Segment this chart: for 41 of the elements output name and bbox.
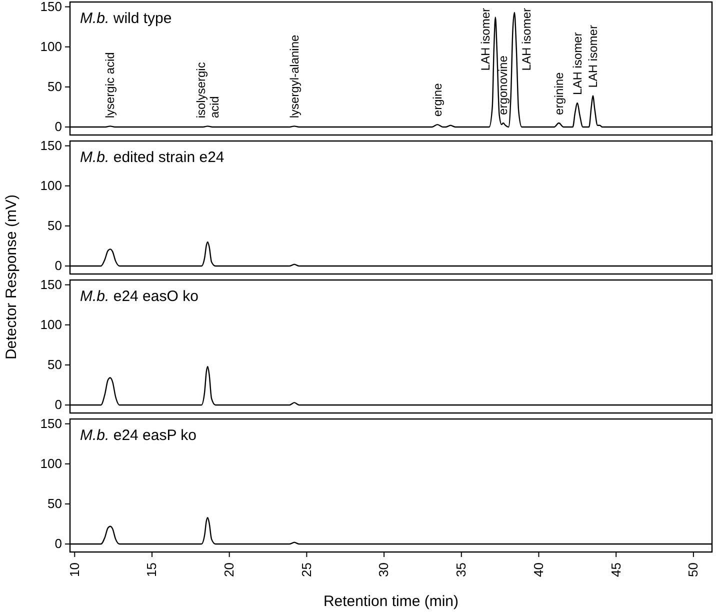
x-tick-label: 35 <box>454 562 469 577</box>
annotation: ergine <box>430 82 444 117</box>
annotation: lysergic acid <box>103 52 118 118</box>
y-tick-label: 150 <box>40 416 62 431</box>
y-tick-label: 0 <box>54 536 62 552</box>
annotation: LAH isomer <box>586 25 600 88</box>
x-tick-label: 50 <box>686 562 701 577</box>
annotation: erginine <box>552 72 566 115</box>
x-tick-label: 30 <box>376 562 392 577</box>
y-tick-label: 100 <box>40 39 62 54</box>
y-tick-label: 150 <box>40 276 62 292</box>
annotation: LAH isomer <box>519 8 534 71</box>
x-tick-label: 20 <box>222 562 236 577</box>
x-tick-label: 40 <box>530 562 546 577</box>
y-tick-label: 50 <box>48 496 62 512</box>
y-tick-label: 0 <box>54 119 62 134</box>
y-tick-label: 150 <box>40 0 62 14</box>
y-axis-title: Detector Response (mV) <box>3 194 20 360</box>
annotation: LAH isomer <box>570 32 584 95</box>
y-tick-label: 50 <box>48 357 62 372</box>
x-axis-title: Retention time (min) <box>323 593 459 610</box>
text: M.b. wild type <box>80 10 172 27</box>
x-tick-label: 10 <box>66 562 82 577</box>
text: M.b. e24 easP ko <box>80 427 196 444</box>
annotation: LAH isomer <box>478 8 492 71</box>
x-tick-label: 15 <box>144 562 160 577</box>
text: M.b. edited strain e24 <box>80 149 224 166</box>
y-tick-label: 50 <box>48 218 62 234</box>
y-tick-label: 100 <box>40 317 62 332</box>
y-tick-label: 100 <box>40 456 62 472</box>
x-tick-label: 45 <box>608 562 624 577</box>
text: M.b. e24 easO ko <box>80 288 198 305</box>
x-tick-label: 25 <box>298 562 314 577</box>
y-tick-label: 50 <box>48 79 62 94</box>
y-tick-label: 0 <box>54 258 62 274</box>
y-tick-label: 100 <box>40 178 62 194</box>
annotation: isolysergic acid <box>194 62 222 118</box>
y-tick-label: 0 <box>54 397 62 412</box>
annotation: ergonovine <box>496 55 510 115</box>
annotation: lysergyl-alanine <box>287 34 302 118</box>
y-tick-label: 150 <box>40 138 62 153</box>
